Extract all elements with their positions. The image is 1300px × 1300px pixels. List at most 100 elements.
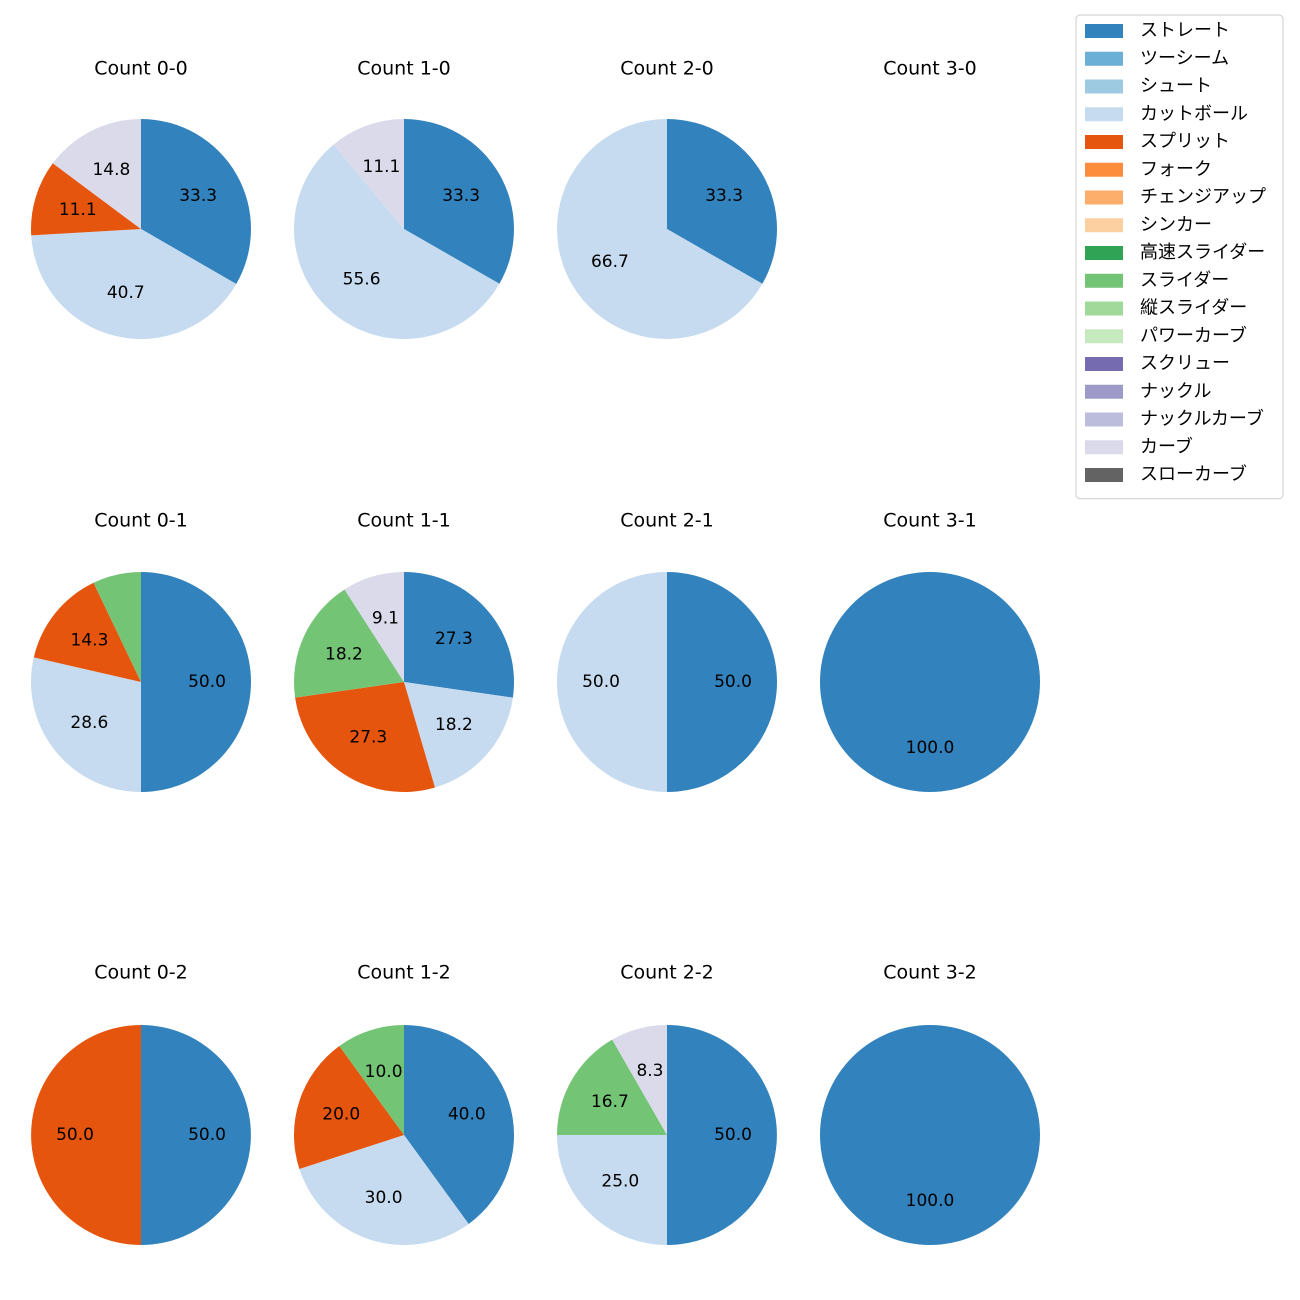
legend-swatch [1085,468,1123,482]
legend-label: チェンジアップ [1140,187,1266,208]
pie-chart: Count 1-2 40.0 30.0 20.0 10.0 [293,962,515,1246]
pie-slice [557,1039,667,1135]
pie-slice-label: 9.1 [372,609,399,629]
pie-chart: Count 0-1 50.0 28.6 14.3 [30,510,251,792]
pie-slice [667,1025,777,1245]
legend-swatch [1085,301,1123,316]
legend-swatch [1085,24,1123,38]
pie-slice-label: 14.8 [92,160,130,180]
legend-swatch [1085,162,1123,177]
legend-item: スローカーブ [1085,463,1247,485]
legend-label: カットボール [1140,103,1248,124]
pie-slice-label: 100.0 [906,1191,955,1211]
pie-slice [820,572,1040,792]
pie-slice-label: 40.0 [448,1105,486,1125]
legend-swatch [1085,135,1123,149]
pie-title: Count 2-2 [620,962,714,984]
pie-slice-label: 33.3 [705,186,743,206]
pie-slice-label: 18.2 [435,715,473,735]
legend-item: シンカー [1085,214,1212,235]
pie-slice-label: 40.7 [107,283,145,303]
pie-slice [293,1046,404,1169]
legend-label: シンカー [1140,214,1212,235]
legend-swatch [1085,273,1123,288]
legend-label: ツーシーム [1140,48,1229,69]
legend-label: スライダー [1140,270,1229,291]
pie-slice [30,657,141,792]
pie-chart: Count 2-0 33.3 66.7 [557,58,778,339]
legend-item: ナックルカーブ [1085,408,1264,430]
pie-slice-label: 20.0 [322,1105,360,1125]
pie-slice [333,119,404,229]
pie-slice [404,1025,515,1224]
legend-swatch [1085,218,1123,233]
legend-item: 縦スライダー [1085,298,1247,319]
legend-swatch [1085,412,1123,427]
pie-slice [299,1135,469,1246]
legend-item: パワーカーブ [1085,324,1247,346]
pie-slice [557,119,763,339]
pie-slice [404,572,514,698]
pie-slice-label: 50.0 [714,672,752,692]
pie-slice-label: 28.6 [70,713,108,733]
legend-item: スプリット [1085,131,1230,152]
legend-swatch [1085,329,1123,344]
pie-chart: Count 3-0 [883,58,977,80]
pie-title: Count 2-1 [620,510,714,532]
pie-chart: Count 1-0 33.3 55.6 11.1 [294,58,515,340]
pie-slice-label: 50.0 [56,1125,94,1145]
pie-slice [295,682,435,792]
legend-label: スクリュー [1140,353,1230,374]
pie-slice-label: 55.6 [343,270,381,290]
pie-slice-label: 100.0 [906,738,955,758]
pie-slice [344,572,404,682]
legend-item: ツーシーム [1085,48,1229,69]
pie-slice [294,589,404,698]
legend-swatch [1085,246,1123,260]
pie-slice-label: 27.3 [349,728,387,748]
legend-swatch [1085,51,1123,66]
pie-chart: Count 0-2 50.0 50.0 [31,962,251,1245]
legend-frame [1075,14,1284,500]
legend-item: フォーク [1085,159,1212,180]
pie-chart: Count 2-1 50.0 50.0 [557,510,777,792]
pie-slice-label: 11.1 [59,200,97,220]
pie-slice [667,118,778,284]
legend-item: シュート [1085,76,1212,97]
legend-item: 高速スライダー [1085,242,1265,263]
pie-slice-label: 14.3 [71,631,109,651]
pie-slice-label: 50.0 [582,672,620,692]
legend-label: ナックル [1140,381,1211,402]
legend-swatch [1085,107,1123,122]
pie-slice-label: 11.1 [363,157,401,177]
pie-slice-label: 30.0 [365,1188,403,1208]
pie-slice [31,229,237,339]
pie-slice [141,1025,251,1245]
pie-slice [31,1025,141,1245]
pie-slice [33,582,141,682]
pie-title: Count 3-2 [883,962,977,984]
pie-chart: Count 1-1 27.3 18.2 27.3 18.2 9.1 [294,510,514,792]
pie-title: Count 3-0 [883,58,977,80]
pie-title: Count 1-2 [357,962,451,984]
legend-label: カーブ [1140,435,1193,457]
legend-swatch [1085,357,1123,371]
pie-title: Count 3-1 [883,510,977,532]
pie-slice-label: 16.7 [591,1092,629,1112]
pie-slice-label: 33.3 [179,186,217,206]
legend-label: フォーク [1140,159,1212,180]
legend-item: カーブ [1085,435,1193,457]
legend-swatch [1085,384,1123,399]
legend-label: スプリット [1140,131,1230,152]
legend-label: 縦スライダー [1140,298,1247,319]
legend-item: ストレート [1085,20,1230,41]
legend-label: 高速スライダー [1140,242,1265,263]
legend-item: スクリュー [1085,353,1230,374]
legend-label: パワーカーブ [1140,324,1247,346]
pie-title: Count 0-0 [94,58,188,80]
pie-slice [93,572,141,682]
pie-slice [339,1025,404,1135]
pie-slice [141,119,251,284]
pie-slice [557,572,667,792]
